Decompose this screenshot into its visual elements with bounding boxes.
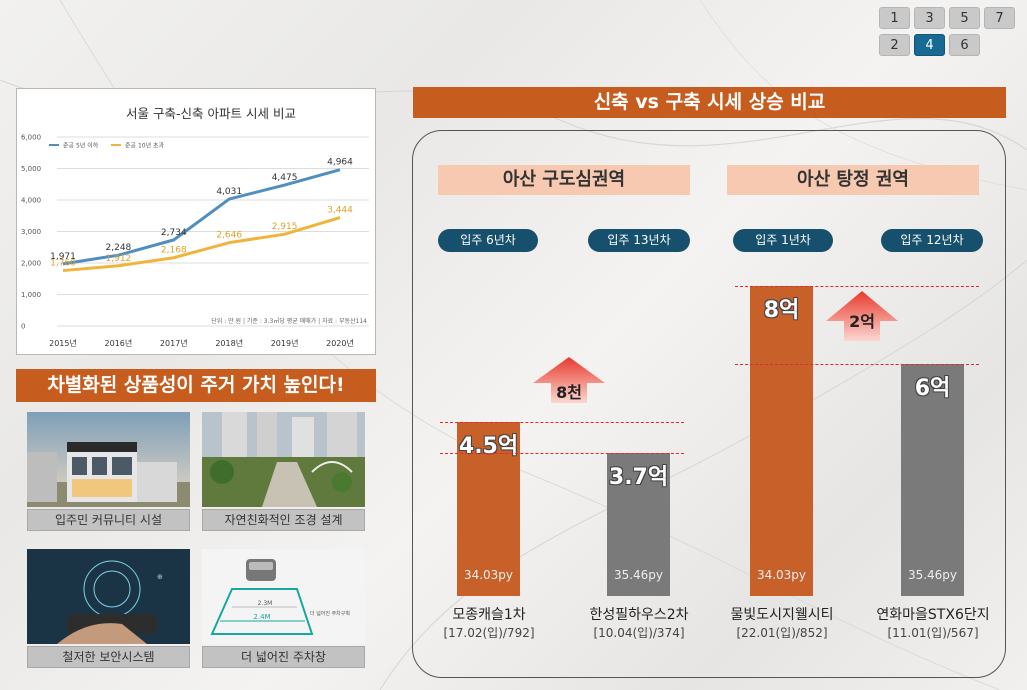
x-tick-label: 2015년 <box>49 338 77 348</box>
parking-dim-large: 2.4M <box>253 613 270 621</box>
features-banner: 차별화된 상품성이 주거 가치 높인다! <box>16 369 376 402</box>
complex-name-hansung: 한성필하우스2차 <box>589 607 689 623</box>
chart-note: 단위 : 만 원 | 기준 : 3.3㎡당 평균 매매가 | 자료 : 부동산1… <box>211 317 367 325</box>
parking-label: 더 넓어진 주차구획 <box>310 610 350 617</box>
legend-label: 준공 10년 초과 <box>125 142 165 150</box>
data-label: 2,915 <box>272 222 298 232</box>
legend-label: 준공 5년 이하 <box>63 142 99 150</box>
diff-label-tangjeong: 2억 <box>849 312 875 331</box>
data-label: 4,964 <box>327 158 353 168</box>
size-label-yeonhwa: 35.46py <box>907 568 958 582</box>
x-tick-label: 2017년 <box>160 338 188 348</box>
complex-info-hansung: [10.04(입)/374] <box>593 626 685 640</box>
badge-mojong: 입주 6년차 <box>438 229 538 252</box>
data-label: 1,760 <box>50 259 76 269</box>
y-tick-label: 4,000 <box>21 197 41 205</box>
page-2-button[interactable]: 2 <box>879 34 910 56</box>
data-label: 1,912 <box>106 254 132 264</box>
bar-hansung: 3.7억 35.46py <box>607 452 670 596</box>
feature-caption-parking: 더 넓어진 주차창 <box>202 646 365 668</box>
complex-info-yeonhwa: [11.01(입)/567] <box>887 626 979 640</box>
complex-info-mojong: [17.02(입)/792] <box>443 626 535 640</box>
y-tick-label: 2,000 <box>21 260 41 268</box>
x-tick-label: 2016년 <box>105 338 133 348</box>
page-7-button[interactable]: 7 <box>984 7 1015 29</box>
x-tick-label: 2020년 <box>326 338 354 348</box>
feature-caption-landscape: 자연친화적인 조경 설계 <box>202 509 365 531</box>
page-5-button[interactable]: 5 <box>949 7 980 29</box>
x-tick-label: 2018년 <box>215 338 243 348</box>
value-label-mulbit: 8억 <box>763 298 800 323</box>
comparison-banner: 신축 vs 구축 시세 상승 비교 <box>413 87 1006 118</box>
diff-label-old-town: 8천 <box>556 383 582 402</box>
y-tick-label: 5,000 <box>21 165 41 173</box>
region-title-tangjeong: 아산 탕정 권역 <box>727 165 979 195</box>
data-label: 2,734 <box>161 228 187 238</box>
series-line <box>62 216 341 273</box>
security-system-image: ⊕ <box>27 549 190 644</box>
landscape-garden-image <box>202 412 365 507</box>
data-label: 1,971 <box>50 252 76 262</box>
y-tick-label: 3,000 <box>21 228 41 236</box>
data-label: 3,444 <box>327 206 353 216</box>
parking-space-image: 2.3M 2.4M 더 넓어진 주차구획 <box>202 549 365 644</box>
comparison-panel <box>412 130 1006 678</box>
size-label-mojong: 34.03py <box>463 568 514 582</box>
bar-yeonhwa: 6억 35.46py <box>901 363 964 596</box>
value-label-yeonhwa: 6억 <box>914 375 951 401</box>
complex-info-mulbit: [22.01(입)/852] <box>736 626 828 640</box>
bar-mojong: 4.5억 34.03py <box>457 421 520 596</box>
complex-name-yeonhwa: 연화마을STX6단지 <box>876 607 990 623</box>
series-line <box>62 168 341 266</box>
dashed-line-mojong <box>440 421 684 423</box>
region-title-old-town: 아산 구도심권역 <box>438 165 690 195</box>
dashed-line-yeonhwa <box>735 363 979 365</box>
badge-yeonhwa: 입주 12년차 <box>881 229 983 252</box>
bar-mulbit: 8억 34.03py <box>750 286 813 596</box>
value-label-hansung: 3.7억 <box>608 464 669 490</box>
chart-title: 서울 구축-신축 아파트 시세 비교 <box>126 106 296 121</box>
parking-dim-small: 2.3M <box>258 600 273 607</box>
badge-hansung: 입주 13년차 <box>588 229 690 252</box>
data-label: 2,646 <box>216 231 242 241</box>
badge-mulbit: 입주 1년차 <box>733 229 833 252</box>
page-1-button[interactable]: 1 <box>879 7 910 29</box>
size-label-mulbit: 34.03py <box>756 568 807 582</box>
increase-arrow-tangjeong: 2억 <box>826 291 898 341</box>
community-building-image <box>27 412 190 507</box>
y-tick-label: 0 <box>21 323 25 331</box>
page-4-button[interactable]: 4 <box>914 34 945 56</box>
data-label: 2,168 <box>161 246 187 256</box>
data-label: 2,248 <box>106 243 132 253</box>
svg-text:⊕: ⊕ <box>157 573 163 581</box>
page-6-button[interactable]: 6 <box>949 34 980 56</box>
price-line-chart: 서울 구축-신축 아파트 시세 비교 0 1,000 2,000 3,000 4,000… <box>16 88 376 355</box>
complex-name-mojong: 모종캐슬1차 <box>452 607 526 623</box>
feature-caption-security: 철저한 보안시스템 <box>27 646 190 668</box>
chart-svg: 서울 구축-신축 아파트 시세 비교 0 1,000 2,000 3,000 4,000… <box>21 106 369 348</box>
dashed-line-hansung <box>440 452 684 454</box>
value-label-mojong: 4.5억 <box>458 433 519 459</box>
x-tick-label: 2019년 <box>271 338 299 348</box>
y-tick-label: 6,000 <box>21 134 41 142</box>
data-label: 4,031 <box>216 187 242 197</box>
complex-name-mulbit: 물빛도시지웰시티 <box>730 607 834 623</box>
data-label: 4,475 <box>272 173 298 183</box>
dashed-line-mulbit <box>735 286 979 287</box>
size-label-hansung: 35.46py <box>613 568 664 582</box>
page-3-button[interactable]: 3 <box>914 7 945 29</box>
y-tick-label: 1,000 <box>21 291 41 299</box>
increase-arrow-old-town: 8천 <box>533 357 605 403</box>
feature-caption-community: 입주민 커뮤니티 시설 <box>27 509 190 531</box>
